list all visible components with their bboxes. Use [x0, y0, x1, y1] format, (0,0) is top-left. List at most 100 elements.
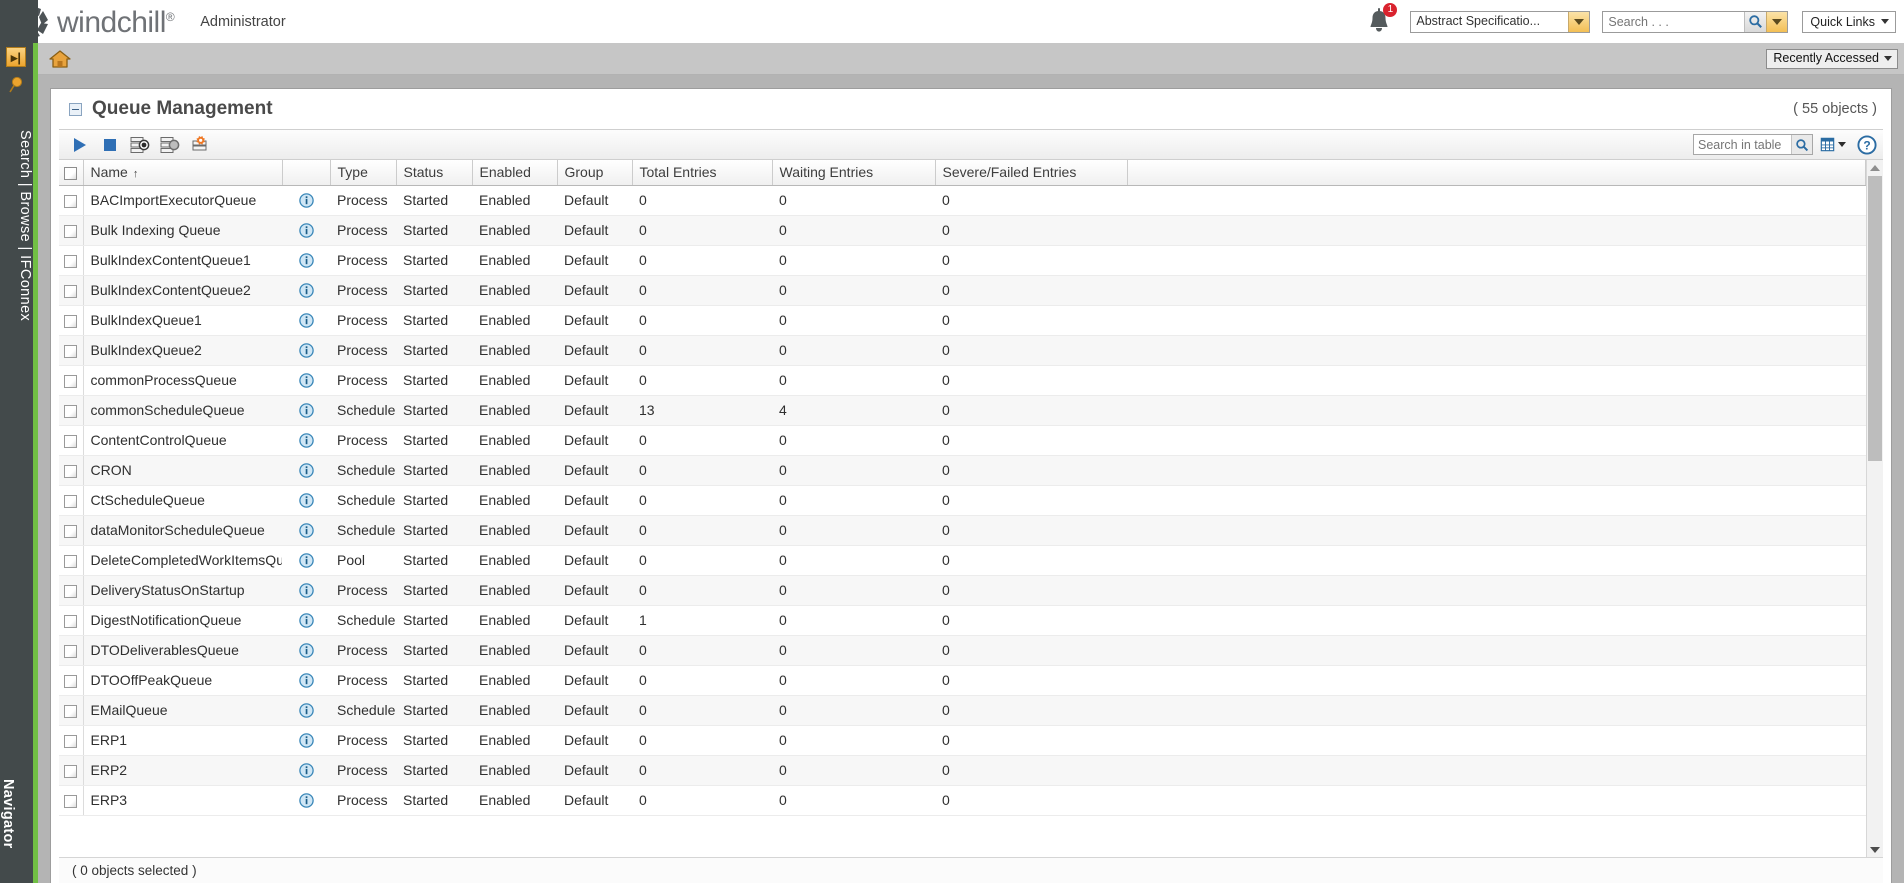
info-circle-icon[interactable]: [298, 342, 314, 358]
row-select-cell[interactable]: [59, 215, 84, 246]
info-circle-icon[interactable]: [298, 222, 314, 238]
notifications-button[interactable]: 1: [1362, 2, 1402, 39]
table-row[interactable]: ERP2 Process Started Enabled Default 0 0 0: [59, 755, 1866, 786]
table-row[interactable]: dataMonitorScheduleQueue Schedule Started E…: [59, 515, 1866, 546]
chevron-down-icon[interactable]: [1838, 142, 1846, 147]
stop-queue-button[interactable]: [95, 131, 125, 158]
select-all-checkbox[interactable]: [64, 167, 78, 181]
table-row[interactable]: DTODeliverablesQueue Process Started Enable…: [59, 635, 1866, 666]
table-row[interactable]: ContentControlQueue Process Started Enabled…: [59, 425, 1866, 456]
info-circle-icon[interactable]: [298, 192, 314, 208]
table-row[interactable]: DeliveryStatusOnStartup Process Started Ena…: [59, 575, 1866, 606]
row-select-cell[interactable]: [59, 395, 84, 426]
info-circle-icon[interactable]: [298, 732, 314, 748]
row-select-cell[interactable]: [59, 365, 84, 396]
column-header-status[interactable]: Status: [396, 160, 473, 186]
row-select-cell[interactable]: [59, 275, 84, 306]
info-circle-icon[interactable]: [298, 612, 314, 628]
info-circle-icon[interactable]: [298, 402, 314, 418]
collapse-minus-icon[interactable]: [69, 102, 82, 116]
table-row[interactable]: BulkIndexContentQueue1 Process Started Enab…: [59, 245, 1866, 276]
info-circle-icon[interactable]: [298, 462, 314, 478]
row-select-cell[interactable]: [59, 515, 84, 546]
select-all-header[interactable]: [59, 160, 84, 186]
row-checkbox[interactable]: [64, 285, 78, 299]
row-checkbox[interactable]: [64, 675, 78, 689]
expand-panel-icon[interactable]: ▸|: [6, 47, 26, 67]
table-row[interactable]: commonScheduleQueue Schedule Started Enable…: [59, 395, 1866, 426]
row-info-cell[interactable]: [282, 725, 330, 756]
table-row[interactable]: Bulk Indexing Queue Process Started Enabled…: [59, 215, 1866, 246]
row-info-cell[interactable]: [282, 305, 330, 336]
column-header-severe[interactable]: Severe/Failed Entries: [935, 160, 1128, 186]
row-select-cell[interactable]: [59, 185, 84, 216]
row-info-cell[interactable]: [282, 665, 330, 696]
search-options-caret[interactable]: [1766, 11, 1788, 32]
table-row[interactable]: DeleteCompletedWorkItemsQueue PoolStarted…: [59, 545, 1866, 576]
row-info-cell[interactable]: [282, 785, 330, 816]
row-info-cell[interactable]: [282, 365, 330, 396]
row-info-cell[interactable]: [282, 695, 330, 726]
home-icon[interactable]: [49, 49, 71, 69]
info-circle-icon[interactable]: [298, 282, 314, 298]
row-checkbox[interactable]: [64, 225, 78, 239]
info-circle-icon[interactable]: [298, 702, 314, 718]
table-row[interactable]: DigestNotificationQueue Schedule Started En…: [59, 605, 1866, 636]
search-in-table-input[interactable]: [1694, 135, 1791, 154]
row-select-cell[interactable]: [59, 755, 84, 786]
column-header-info[interactable]: [282, 160, 331, 186]
start-queue-button[interactable]: [65, 131, 95, 158]
info-circle-icon[interactable]: [298, 372, 314, 388]
table-row[interactable]: EMailQueue Schedule Started Enabled Default 0…: [59, 695, 1866, 726]
row-select-cell[interactable]: [59, 305, 84, 336]
row-checkbox[interactable]: [64, 465, 78, 479]
row-checkbox[interactable]: [64, 525, 78, 539]
search-submit-button[interactable]: [1744, 11, 1767, 32]
row-checkbox[interactable]: [64, 645, 78, 659]
row-info-cell[interactable]: [282, 545, 330, 576]
search-input[interactable]: [1603, 11, 1745, 32]
row-select-cell[interactable]: [59, 695, 84, 726]
row-info-cell[interactable]: [282, 335, 330, 366]
vertical-scrollbar[interactable]: [1866, 160, 1883, 857]
table-row[interactable]: CRON Schedule Started Enabled Default 0 0 0: [59, 455, 1866, 486]
row-checkbox[interactable]: [64, 765, 78, 779]
chevron-down-icon[interactable]: [1568, 11, 1590, 32]
row-select-cell[interactable]: [59, 725, 84, 756]
row-info-cell[interactable]: [282, 395, 330, 426]
scroll-down-arrow-icon[interactable]: [1867, 842, 1883, 857]
row-info-cell[interactable]: [282, 635, 330, 666]
row-info-cell[interactable]: [282, 575, 330, 606]
row-info-cell[interactable]: [282, 425, 330, 456]
info-circle-icon[interactable]: [298, 492, 314, 508]
row-checkbox[interactable]: [64, 615, 78, 629]
table-row[interactable]: BACImportExecutorQueue Process Started Enab…: [59, 185, 1866, 216]
row-info-cell[interactable]: [282, 755, 330, 786]
column-header-enabled[interactable]: Enabled: [472, 160, 558, 186]
enable-queue-button[interactable]: [125, 131, 155, 158]
row-checkbox[interactable]: [64, 255, 78, 269]
row-select-cell[interactable]: [59, 335, 84, 366]
row-info-cell[interactable]: [282, 455, 330, 486]
table-row[interactable]: BulkIndexQueue1 Process Started Enabled Defa…: [59, 305, 1866, 336]
row-checkbox[interactable]: [64, 315, 78, 329]
row-select-cell[interactable]: [59, 665, 84, 696]
info-circle-icon[interactable]: [298, 552, 314, 568]
row-checkbox[interactable]: [64, 435, 78, 449]
scroll-up-arrow-icon[interactable]: [1867, 160, 1883, 175]
row-select-cell[interactable]: [59, 605, 84, 636]
row-info-cell[interactable]: [282, 245, 330, 276]
table-row[interactable]: DTOOffPeakQueue Process Started Enabled Defa…: [59, 665, 1866, 696]
info-circle-icon[interactable]: [298, 522, 314, 538]
table-row[interactable]: commonProcessQueue Process Started Enabled D…: [59, 365, 1866, 396]
navigator-label[interactable]: Navigator: [0, 779, 16, 849]
object-type-select[interactable]: Abstract Specificatio...: [1410, 10, 1591, 33]
search-in-table-button[interactable]: [1791, 135, 1812, 154]
table-row[interactable]: BulkIndexQueue2 Process Started Enabled Defa…: [59, 335, 1866, 366]
sidebar-vertical-label[interactable]: Search | Browse | IFConnex: [17, 130, 33, 322]
table-row[interactable]: BulkIndexContentQueue2 Process Started Enab…: [59, 275, 1866, 306]
row-select-cell[interactable]: [59, 575, 84, 606]
column-header-waiting[interactable]: Waiting Entries: [772, 160, 936, 186]
row-checkbox[interactable]: [64, 585, 78, 599]
column-header-name[interactable]: Name ↑: [83, 160, 283, 186]
